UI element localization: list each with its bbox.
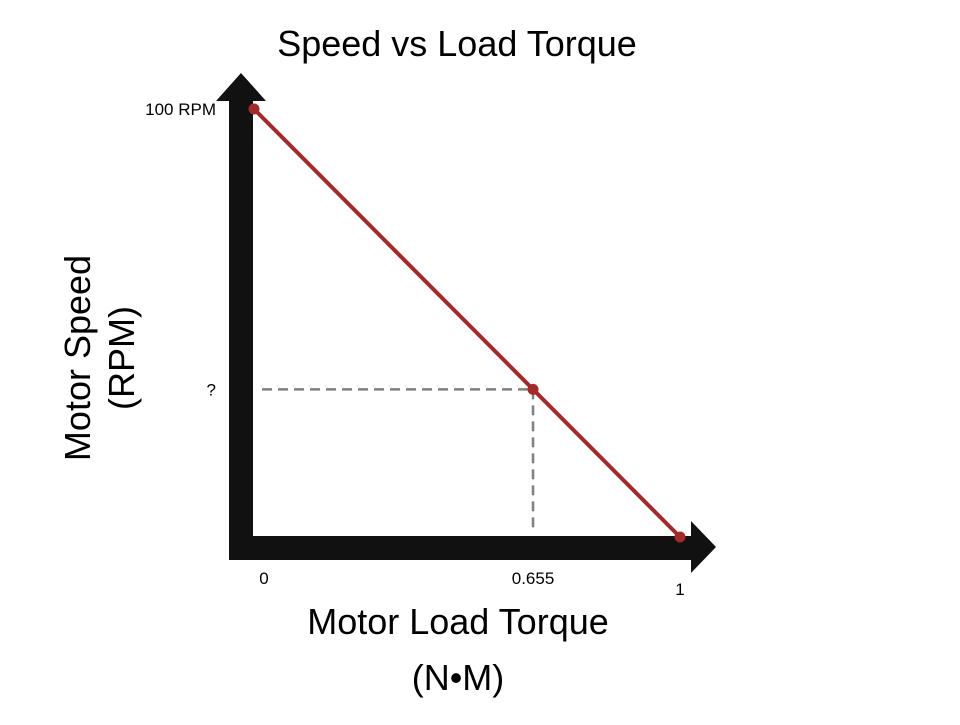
chart-title: Speed vs Load Torque [277,23,637,64]
y-axis-label-line2: (RPM) [101,306,142,410]
x-axis-label-line1: Motor Load Torque [307,601,609,642]
x-tick-label-1: 0.655 [512,569,555,588]
y-axis-label-line1: Motor Speed [57,255,98,461]
x-axis-label-line2: (N•M) [412,657,505,698]
data-point-0 [248,103,260,115]
plot-layer: 0 0.655 1 100 RPM? [145,73,716,599]
data-point-1 [527,383,539,395]
y-axis-arrowhead [216,73,266,101]
y-axis-line [229,96,253,559]
y-axis-label: Motor Speed (RPM) [57,255,142,461]
x-tick-label-2: 1 [675,580,684,599]
x-tick-label-0: 0 [259,569,268,588]
x-axis-arrowhead [691,521,716,573]
x-axis-line [229,536,695,560]
data-point-2 [674,531,686,543]
series-line-0 [252,107,682,539]
y-tick-label-1: ? [207,380,216,399]
y-tick-label-0: 100 RPM [145,100,216,119]
